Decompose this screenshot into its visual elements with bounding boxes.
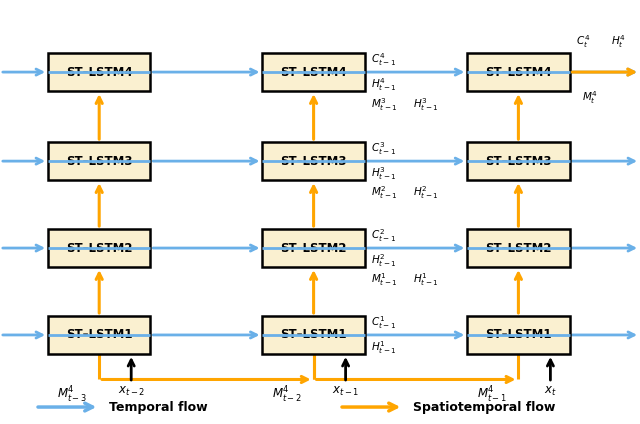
- Text: $C^4_{t-1}$: $C^4_{t-1}$: [371, 51, 396, 68]
- Text: $C^2_{t-1}$: $C^2_{t-1}$: [371, 227, 396, 244]
- Text: $H^2_{t-1}$: $H^2_{t-1}$: [413, 184, 438, 201]
- Text: $M^4_{t-3}$: $M^4_{t-3}$: [58, 385, 87, 405]
- Text: $C^4_t$: $C^4_t$: [576, 33, 590, 50]
- FancyBboxPatch shape: [467, 316, 570, 354]
- FancyBboxPatch shape: [467, 142, 570, 180]
- Text: ST–LSTM4: ST–LSTM4: [66, 66, 132, 78]
- FancyBboxPatch shape: [467, 229, 570, 267]
- FancyBboxPatch shape: [262, 229, 365, 267]
- Text: $M^4_t$: $M^4_t$: [582, 89, 598, 106]
- Text: $H^3_{t-1}$: $H^3_{t-1}$: [413, 96, 438, 113]
- Text: $x_{t-1}$: $x_{t-1}$: [332, 385, 359, 398]
- Text: Temporal flow: Temporal flow: [109, 401, 207, 413]
- Text: ST–LSTM1: ST–LSTM1: [66, 329, 132, 341]
- Text: $H^4_{t-1}$: $H^4_{t-1}$: [371, 76, 397, 93]
- Text: ST–LSTM3: ST–LSTM3: [66, 155, 132, 167]
- Text: Spatiotemporal flow: Spatiotemporal flow: [413, 401, 555, 413]
- FancyBboxPatch shape: [48, 229, 150, 267]
- Text: ST–LSTM3: ST–LSTM3: [280, 155, 347, 167]
- Text: $H^1_{t-1}$: $H^1_{t-1}$: [371, 339, 397, 356]
- Text: $x_t$: $x_t$: [544, 385, 557, 398]
- FancyBboxPatch shape: [467, 53, 570, 91]
- FancyBboxPatch shape: [48, 53, 150, 91]
- Text: $H^2_{t-1}$: $H^2_{t-1}$: [371, 252, 397, 269]
- Text: ST–LSTM4: ST–LSTM4: [485, 66, 552, 78]
- Text: $M^2_{t-1}$: $M^2_{t-1}$: [371, 184, 398, 201]
- Text: $M^4_{t-2}$: $M^4_{t-2}$: [272, 385, 301, 405]
- Text: $H^4_t$: $H^4_t$: [611, 33, 626, 50]
- Text: $M^1_{t-1}$: $M^1_{t-1}$: [371, 271, 398, 288]
- Text: $H^3_{t-1}$: $H^3_{t-1}$: [371, 165, 397, 182]
- FancyBboxPatch shape: [48, 142, 150, 180]
- Text: $x_{t-2}$: $x_{t-2}$: [118, 385, 145, 398]
- Text: $M^3_{t-1}$: $M^3_{t-1}$: [371, 96, 398, 113]
- Text: ST–LSTM2: ST–LSTM2: [280, 242, 347, 254]
- Text: $H^1_{t-1}$: $H^1_{t-1}$: [413, 271, 438, 288]
- Text: $C^1_{t-1}$: $C^1_{t-1}$: [371, 314, 396, 331]
- Text: $C^3_{t-1}$: $C^3_{t-1}$: [371, 140, 396, 157]
- Text: ST–LSTM2: ST–LSTM2: [66, 242, 132, 254]
- FancyBboxPatch shape: [262, 142, 365, 180]
- FancyBboxPatch shape: [48, 316, 150, 354]
- FancyBboxPatch shape: [262, 53, 365, 91]
- FancyBboxPatch shape: [262, 316, 365, 354]
- Text: ST–LSTM3: ST–LSTM3: [485, 155, 552, 167]
- Text: ST–LSTM4: ST–LSTM4: [280, 66, 347, 78]
- Text: ST–LSTM1: ST–LSTM1: [485, 329, 552, 341]
- Text: ST–LSTM1: ST–LSTM1: [280, 329, 347, 341]
- Text: $M^4_{t-1}$: $M^4_{t-1}$: [477, 385, 506, 405]
- Text: ST–LSTM2: ST–LSTM2: [485, 242, 552, 254]
